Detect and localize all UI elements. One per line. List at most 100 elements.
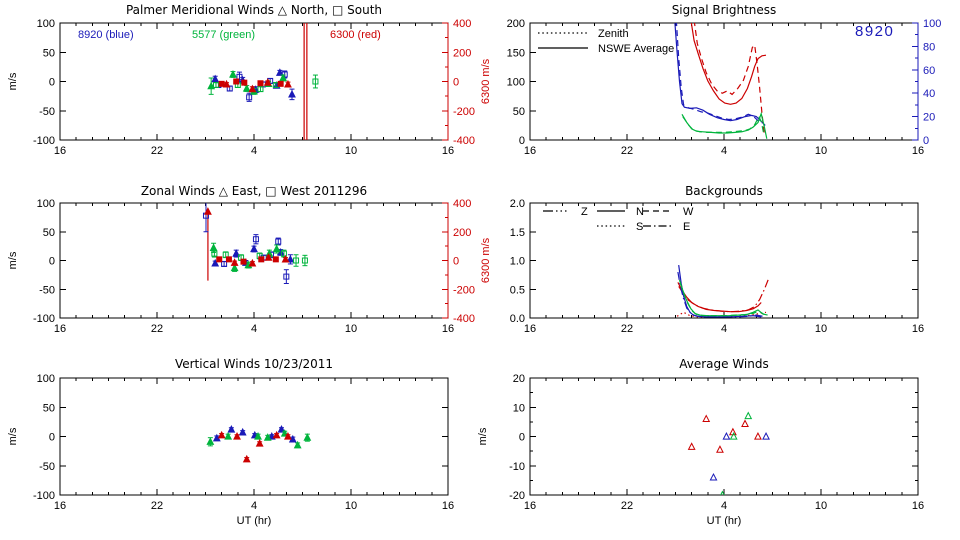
signal-brightness-y-right-tick-label: 20 <box>923 112 935 124</box>
signal-brightness-x-tick-label: 16 <box>524 145 536 157</box>
backgrounds-y-tick-label: 1.0 <box>510 256 525 268</box>
zonal-winds-y-tick-label: 50 <box>43 227 55 239</box>
meridional-winds-annotation-2: 6300 (red) <box>330 29 381 41</box>
vertical-winds-y-tick-label: 50 <box>43 402 55 414</box>
zonal-winds-x-axis: 16 22 4 10 16 <box>54 203 454 335</box>
backgrounds-y-axis-left: 2.0 1.5 1.0 0.5 0.0 <box>510 198 918 325</box>
average-winds-y-tick-label: -10 <box>509 461 525 473</box>
backgrounds-legend-label: W <box>683 206 694 218</box>
meridional-winds-y-right-tick-label: 200 <box>453 47 471 59</box>
signal-brightness-series-8920-zenith-dashed <box>675 23 763 125</box>
backgrounds-series-5577-n-solid <box>678 279 768 317</box>
zonal-winds-y-right-axis-label: 6300 m/s <box>480 237 492 283</box>
signal-brightness-y-tick-label: 200 <box>507 18 525 30</box>
average-winds-series-6300 <box>687 414 762 453</box>
panel-title-signal-brightness: Signal Brightness <box>671 3 777 17</box>
signal-brightness-y-right-tick-label: 80 <box>923 41 935 53</box>
meridional-winds-y-right-axis-label: 6300 m/s <box>480 58 492 104</box>
zonal-winds-x-tick-label: 16 <box>442 323 454 335</box>
backgrounds-x-tick-label: 22 <box>621 323 633 335</box>
backgrounds-y-tick-label: 1.5 <box>510 227 525 239</box>
panel-title-average-winds: Average Winds <box>679 357 769 371</box>
average-winds-y-axis-left: 20 10 0 -10 -20 m/s <box>477 373 918 502</box>
average-winds-x-tick-label: 4 <box>721 500 727 512</box>
meridional-winds-y-right-tick-label: 400 <box>453 18 471 30</box>
backgrounds-y-tick-label: 2.0 <box>510 198 525 210</box>
meridional-winds-annotation-0: 8920 (blue) <box>78 29 134 41</box>
zonal-winds-y-axis-right: 400 200 0 -200 -400 6300 m/s <box>442 198 492 325</box>
backgrounds-x-axis: 16 22 4 10 16 <box>524 203 924 335</box>
backgrounds-series-8920-e-dashdot <box>677 271 763 318</box>
meridional-winds-x-tick-label: 10 <box>345 145 357 157</box>
backgrounds-series-6300-e-dashdot <box>678 278 770 313</box>
meridional-winds-y-right-tick-label: -200 <box>453 106 475 118</box>
meridional-winds-y-axis-label: m/s <box>7 72 19 90</box>
average-winds-y-tick-label: 0 <box>519 432 525 444</box>
signal-brightness-series-6300-zenith-dashed <box>693 23 765 136</box>
meridional-winds-x-tick-label: 4 <box>251 145 257 157</box>
zonal-winds-y-tick-label: -100 <box>33 313 55 325</box>
vertical-winds-y-axis-label: m/s <box>7 427 19 445</box>
vertical-winds-x-tick-label: 4 <box>251 500 257 512</box>
average-winds-box <box>529 377 919 496</box>
panel-meridional-winds: 16 22 4 10 16 100 50 0 -50 -100 m/s 400 200 0 -200 -400… <box>7 18 492 157</box>
average-winds-y-tick-label: 10 <box>513 402 525 414</box>
signal-brightness-series-8920-nswe-solid <box>674 23 766 126</box>
signal-brightness-series-6300-nswe-solid <box>690 23 767 105</box>
signal-brightness-legend-label: Zenith <box>598 28 629 40</box>
meridional-winds-x-tick-label: 16 <box>54 145 66 157</box>
meridional-winds-x-axis: 16 22 4 10 16 <box>54 23 454 157</box>
panel-zonal-winds: 16 22 4 10 16 100 50 0 -50 -100 m/s 400 200 0 -200 -400… <box>7 198 492 335</box>
zonal-winds-y-tick-label: 0 <box>49 256 55 268</box>
backgrounds-legend-label: Z <box>581 206 588 218</box>
backgrounds-x-tick-label: 16 <box>524 323 536 335</box>
signal-brightness-y-right-tick-label: 60 <box>923 65 935 77</box>
backgrounds-x-tick-label: 10 <box>815 323 827 335</box>
average-winds-series-8920 <box>709 432 770 481</box>
vertical-winds-x-tick-label: 22 <box>151 500 163 512</box>
meridional-winds-y-right-tick-label: 0 <box>453 77 459 89</box>
average-winds-x-tick-label: 16 <box>912 500 924 512</box>
signal-brightness-legend-label: NSWE Average <box>598 43 674 55</box>
signal-brightness-x-tick-label: 10 <box>815 145 827 157</box>
backgrounds-x-tick-label: 16 <box>912 323 924 335</box>
meridional-winds-y-tick-label: 100 <box>37 18 55 30</box>
panel-signal-brightness: 16 22 4 10 162001501005001008060402008920Zen… <box>507 18 942 157</box>
backgrounds-box <box>529 202 919 319</box>
panel-title-zonal-winds: Zonal Winds △ East, □ West 2011296 <box>140 184 368 198</box>
vertical-winds-y-axis-left: 100 50 0 -50 -100 m/s <box>7 373 448 502</box>
zonal-winds-y-axis-label: m/s <box>7 251 19 269</box>
vertical-winds-x-tick-label: 16 <box>54 500 66 512</box>
meridional-winds-y-axis-left: 100 50 0 -50 -100 m/s <box>7 18 66 147</box>
zonal-winds-x-tick-label: 4 <box>251 323 257 335</box>
signal-brightness-y-axis-right: 100 80 60 40 20 0 <box>912 18 941 147</box>
vertical-winds-x-axis: 16 22 4 10 16 UT (hr) <box>54 378 454 527</box>
panel-average-winds: 16 22 4 10 16 UT (hr) 20 10 0 -10 -20 m/s <box>477 373 924 527</box>
vertical-winds-series-5577 <box>206 429 312 449</box>
signal-brightness-x-tick-label: 22 <box>621 145 633 157</box>
meridional-winds-x-tick-label: 16 <box>442 145 454 157</box>
signal-brightness-y-right-tick-label: 100 <box>923 18 941 30</box>
vertical-winds-y-tick-label: 0 <box>49 432 55 444</box>
zonal-winds-x-tick-label: 16 <box>54 323 66 335</box>
meridional-winds-y-right-tick-label: -400 <box>453 135 475 147</box>
signal-brightness-y-axis-left: 200 150 100 50 0 <box>507 18 536 147</box>
zonal-winds-y-tick-label: 100 <box>37 198 55 210</box>
zonal-winds-series-8920 <box>202 203 295 284</box>
average-winds-series-5577 <box>720 411 753 495</box>
signal-brightness-x-tick-label: 4 <box>721 145 727 157</box>
zonal-winds-box <box>59 202 449 319</box>
vertical-winds-series-6300 <box>217 430 292 463</box>
signal-brightness-y-tick-label: 100 <box>507 77 525 89</box>
backgrounds-y-tick-label: 0.5 <box>510 284 525 296</box>
meridional-winds-y-tick-label: 0 <box>49 77 55 89</box>
average-winds-y-tick-label: -20 <box>509 490 525 502</box>
average-winds-y-axis-label: m/s <box>477 427 489 445</box>
vertical-winds-x-axis-label: UT (hr) <box>237 515 272 527</box>
signal-brightness-y-tick-label: 150 <box>507 47 525 59</box>
panel-title-backgrounds: Backgrounds <box>685 184 763 198</box>
panel-vertical-winds: 16 22 4 10 16 UT (hr) 100 50 0 -50 -100 m/s <box>7 373 454 527</box>
vertical-winds-y-tick-label: 100 <box>37 373 55 385</box>
meridional-winds-series-5577 <box>207 69 319 95</box>
